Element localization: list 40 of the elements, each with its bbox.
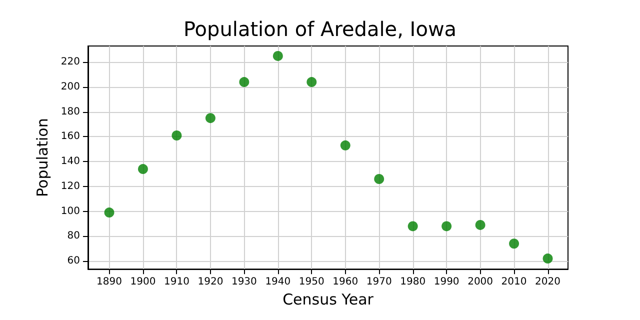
y-tick-label: 200 <box>60 82 80 93</box>
x-tick-label: 1950 <box>298 276 324 288</box>
y-tick-label: 100 <box>60 206 80 217</box>
y-tick-label: 80 <box>67 230 80 242</box>
x-tick-label: 1930 <box>231 276 257 288</box>
y-tick-label: 60 <box>67 256 80 267</box>
y-tick-label: 220 <box>60 56 80 68</box>
point <box>442 221 452 232</box>
x-tick-label: 1980 <box>400 276 426 288</box>
point <box>509 238 520 249</box>
point <box>205 113 216 124</box>
y-tick-label: 140 <box>60 156 80 168</box>
point <box>340 140 350 150</box>
point <box>272 50 283 61</box>
x-axis-title: Census Year <box>282 290 374 308</box>
x-tick-label: 1960 <box>332 276 358 288</box>
x-tick-label: 1990 <box>434 276 460 288</box>
point <box>138 164 148 174</box>
y-tick-label: 180 <box>60 106 80 118</box>
x-tick-label: 2000 <box>468 276 494 288</box>
x-tick-label: 1940 <box>265 276 291 288</box>
point <box>239 77 250 88</box>
point <box>104 208 114 218</box>
point <box>542 254 553 264</box>
x-tick-label: 2020 <box>535 276 560 288</box>
x-tick-label: 2010 <box>501 276 527 288</box>
x-tick-label: 1900 <box>130 276 156 288</box>
point <box>374 174 384 184</box>
x-tick-label: 1920 <box>198 276 224 288</box>
x-tick-label: 1970 <box>366 276 392 288</box>
chart-title: Population of Aredale, Iowa <box>183 17 457 41</box>
point <box>408 221 418 232</box>
point <box>475 220 486 230</box>
x-tick-label: 1910 <box>164 276 190 288</box>
point <box>306 77 317 88</box>
y-tick-label: 160 <box>60 131 80 142</box>
y-axis-title: Population <box>34 118 52 197</box>
y-tick-label: 120 <box>60 180 80 192</box>
x-tick-label: 1890 <box>96 276 122 288</box>
point <box>172 130 182 140</box>
